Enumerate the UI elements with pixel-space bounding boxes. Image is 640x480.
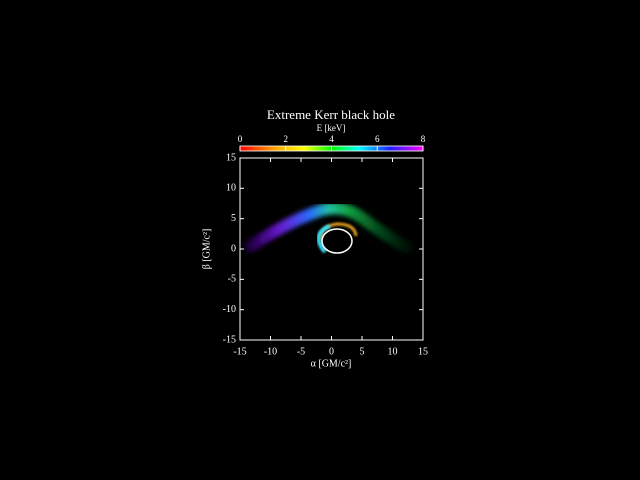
chart-title: Extreme Kerr black hole (267, 107, 395, 122)
x-tick-label: -10 (264, 346, 277, 357)
x-tick-label: 15 (418, 346, 428, 357)
x-tick-label: 0 (329, 346, 334, 357)
x-tick-label: -15 (233, 346, 246, 357)
shadow-edge (321, 228, 353, 254)
y-axis-label: β [GM/c²] (201, 229, 212, 270)
y-tick-label: -10 (223, 304, 236, 315)
colorbar-tick-label: 6 (375, 134, 380, 144)
colorbar-tick-label: 2 (284, 134, 289, 144)
y-tick-label: 15 (226, 152, 236, 163)
colorbar-tick-label: 8 (421, 134, 426, 144)
x-tick-label: 5 (360, 346, 365, 357)
inner-ring-cool (316, 224, 331, 254)
colorbar-tick-label: 4 (329, 134, 334, 144)
y-tick-label: -5 (228, 274, 236, 285)
y-tick-label: 10 (226, 183, 236, 194)
disk-arc (242, 202, 415, 256)
x-axis-label: α [GM/c²] (311, 358, 352, 369)
colorbar-label: E [keV] (317, 123, 346, 133)
colorbar-tick-label: 0 (238, 134, 243, 144)
x-tick-label: 10 (388, 346, 398, 357)
image (242, 202, 415, 256)
y-tick-label: -15 (223, 334, 236, 345)
x-tick-label: -5 (297, 346, 305, 357)
y-tick-label: 0 (231, 243, 236, 254)
y-tick-label: 5 (231, 213, 236, 224)
